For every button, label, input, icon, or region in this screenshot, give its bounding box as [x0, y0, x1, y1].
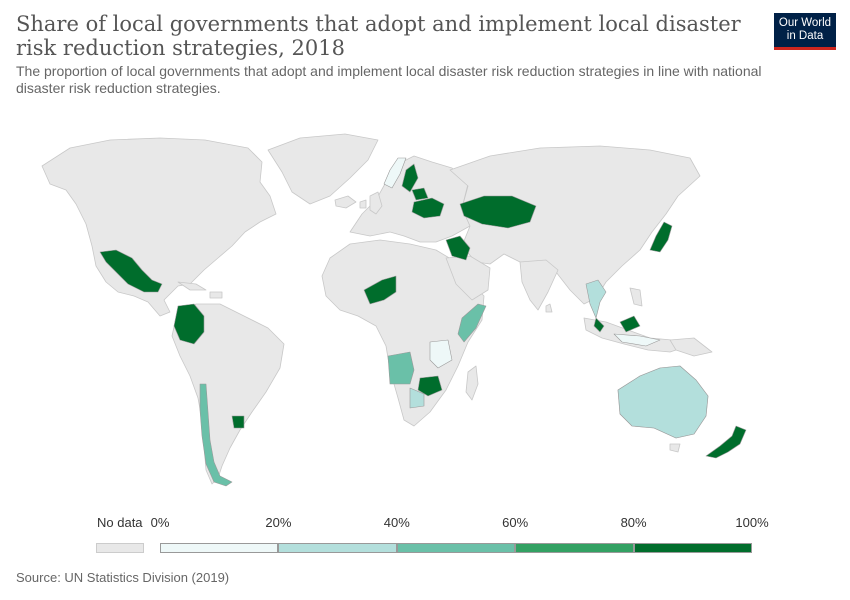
landmass-australia	[617, 365, 709, 439]
legend-tick-label: 0%	[150, 515, 170, 530]
landmass-africa	[321, 239, 485, 427]
country-indonesia[interactable]	[613, 333, 661, 347]
country-kazakhstan[interactable]	[459, 195, 537, 229]
landmass-madagascar	[465, 365, 479, 401]
country-australia[interactable]	[617, 365, 709, 439]
landmass-arabia	[445, 255, 491, 301]
landmass-tasmania	[669, 443, 681, 453]
country-japan[interactable]	[649, 221, 673, 253]
logo-line-2: in Data	[786, 30, 824, 42]
country-angola[interactable]	[387, 351, 415, 385]
country-somalia[interactable]	[457, 303, 487, 343]
country-belarus[interactable]	[411, 187, 429, 201]
chart-subtitle: The proportion of local governments that…	[16, 63, 762, 96]
country-norway[interactable]	[383, 157, 407, 189]
country-chile[interactable]	[199, 383, 233, 487]
country-botswana[interactable]	[409, 387, 425, 409]
legend-bin-3[interactable]	[515, 543, 634, 553]
country-zimbabwe[interactable]	[417, 375, 443, 397]
country-uruguay[interactable]	[231, 415, 245, 429]
country-ukraine[interactable]	[411, 197, 445, 219]
legend-bin-2[interactable]	[396, 543, 516, 553]
landmass-asia	[449, 145, 701, 305]
landmass-new-guinea	[669, 337, 713, 357]
country-tanzania[interactable]	[429, 339, 453, 369]
legend-bin-4[interactable]	[633, 543, 752, 553]
landmass-ireland	[359, 199, 367, 209]
country-mexico[interactable]	[99, 249, 163, 293]
landmass-hispaniola	[209, 291, 223, 299]
landmass-north-america	[41, 137, 277, 317]
landmass-south-america	[171, 303, 285, 485]
landmass-cuba	[177, 281, 207, 291]
chart-title: Share of local governments that adopt an…	[16, 12, 741, 60]
legend-tick-label: 20%	[265, 515, 292, 530]
country-niger[interactable]	[363, 275, 397, 305]
landmass-sri-lanka	[545, 303, 553, 313]
landmass-great-britain	[369, 191, 383, 215]
legend-tick-label: 60%	[502, 515, 529, 530]
legend-tick-label: 40%	[383, 515, 410, 530]
source-note: Source: UN Statistics Division (2019)	[16, 570, 230, 585]
landmass-iceland	[334, 195, 357, 209]
country-iraq[interactable]	[445, 235, 471, 261]
country-malaysia[interactable]	[593, 315, 641, 333]
landmass-philippines	[629, 287, 643, 307]
legend-tick-label: 100%	[735, 515, 769, 530]
legend-no-data-label: No data	[97, 515, 143, 530]
landmass-greenland	[267, 133, 379, 205]
landmass-europe	[349, 155, 471, 243]
owid-logo[interactable]: Our World in Data	[774, 13, 836, 50]
legend-bin-0[interactable]	[160, 543, 279, 553]
logo-line-1: Our World	[778, 17, 832, 29]
legend-bin-1[interactable]	[278, 543, 397, 553]
country-thailand[interactable]	[585, 279, 607, 319]
legend-tick-label: 80%	[620, 515, 647, 530]
landmass-indonesia	[583, 317, 689, 353]
legend-no-data-swatch	[96, 543, 144, 553]
landmass-india	[519, 259, 559, 311]
country-sweden[interactable]	[401, 163, 419, 193]
country-colombia[interactable]	[173, 303, 205, 345]
country-new-zealand[interactable]	[705, 425, 747, 459]
